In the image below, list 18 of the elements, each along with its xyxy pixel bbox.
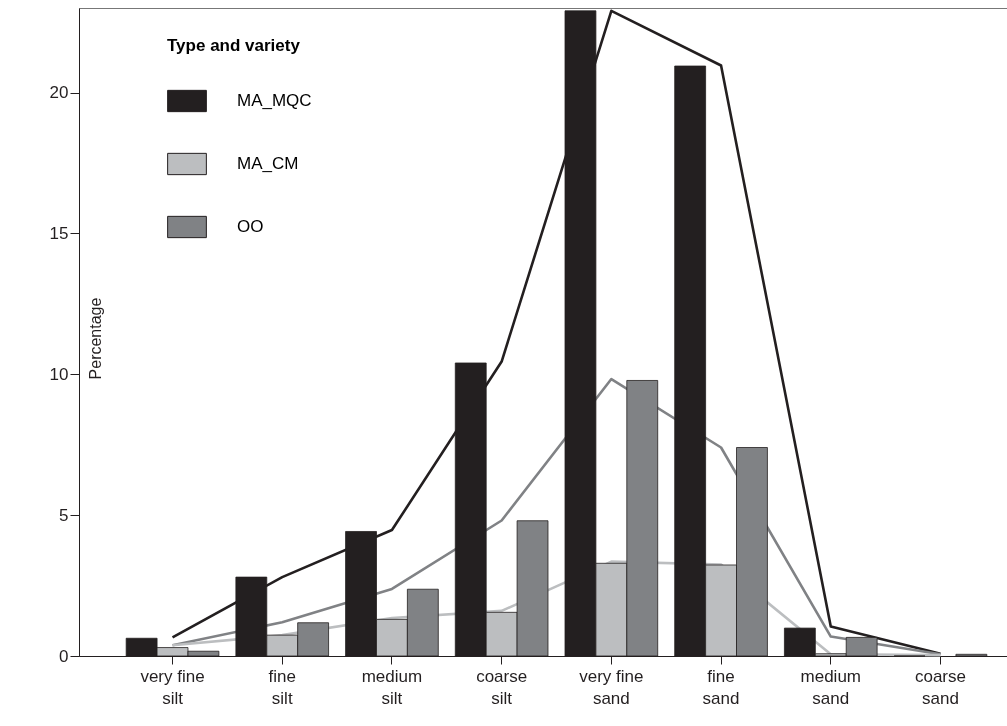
x-tick-label: fine sand [702, 666, 740, 708]
y-tick-label: 0 [59, 646, 69, 666]
legend-label: MA_MQC [237, 91, 312, 110]
legend-title: Type and variety [167, 36, 301, 55]
x-tick-label: very fine sand [579, 666, 644, 708]
y-axis-title: Percentage [86, 297, 104, 380]
x-tick-label: medium sand [800, 666, 861, 708]
legend-label: OO [237, 217, 264, 236]
legend-label: MA_CM [237, 154, 299, 173]
y-tick-label: 20 [49, 83, 69, 103]
x-tick-label: coarse sand [914, 666, 966, 708]
x-tick-label: coarse silt [476, 666, 528, 708]
y-tick-label: 5 [59, 505, 69, 525]
x-tick-label: very fine silt [140, 666, 205, 708]
y-tick-label: 10 [49, 364, 69, 384]
x-tick-label: fine silt [268, 666, 296, 708]
y-tick-label: 15 [49, 223, 69, 243]
x-tick-label: medium silt [361, 666, 423, 708]
